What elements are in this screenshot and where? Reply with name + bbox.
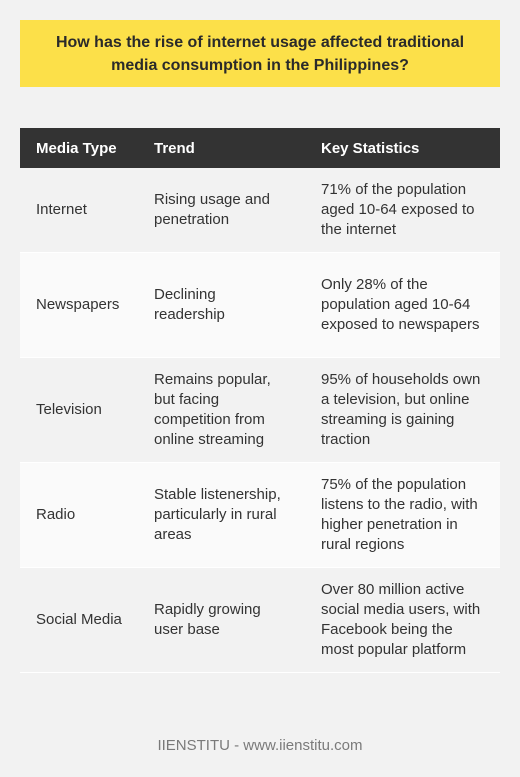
cell-trend: Remains popular, but facing competition … <box>138 357 305 463</box>
cell-stats: Over 80 million active social media user… <box>305 567 500 673</box>
media-table: Media Type Trend Key Statistics Internet… <box>20 128 500 673</box>
table-row: Radio Stable listenership, particularly … <box>20 462 500 568</box>
cell-trend: Declining readership <box>138 252 305 358</box>
table-row: Social Media Rapidly growing user base O… <box>20 567 500 673</box>
cell-media-type: Internet <box>20 168 138 253</box>
cell-stats: Only 28% of the population aged 10-64 ex… <box>305 252 500 358</box>
table-row: Television Remains popular, but facing c… <box>20 357 500 463</box>
cell-media-type: Radio <box>20 462 138 568</box>
table-row: Newspapers Declining readership Only 28%… <box>20 252 500 358</box>
cell-trend: Rising usage and penetration <box>138 168 305 253</box>
cell-trend: Rapidly growing user base <box>138 567 305 673</box>
header-trend: Trend <box>138 128 305 168</box>
cell-stats: 75% of the population listens to the rad… <box>305 462 500 568</box>
cell-stats: 95% of households own a television, but … <box>305 357 500 463</box>
cell-media-type: Newspapers <box>20 252 138 358</box>
table-row: Internet Rising usage and penetration 71… <box>20 168 500 253</box>
cell-media-type: Social Media <box>20 567 138 673</box>
header-key-statistics: Key Statistics <box>305 128 500 168</box>
header-media-type: Media Type <box>20 128 138 168</box>
footer-credit: IIENSTITU - www.iienstitu.com <box>157 737 363 754</box>
cell-stats: 71% of the population aged 10-64 exposed… <box>305 168 500 253</box>
question-title: How has the rise of internet usage affec… <box>55 33 465 74</box>
cell-media-type: Television <box>20 357 138 463</box>
cell-trend: Stable listenership, particularly in rur… <box>138 462 305 568</box>
question-banner: How has the rise of internet usage affec… <box>20 20 500 87</box>
table-header-row: Media Type Trend Key Statistics <box>20 128 500 168</box>
